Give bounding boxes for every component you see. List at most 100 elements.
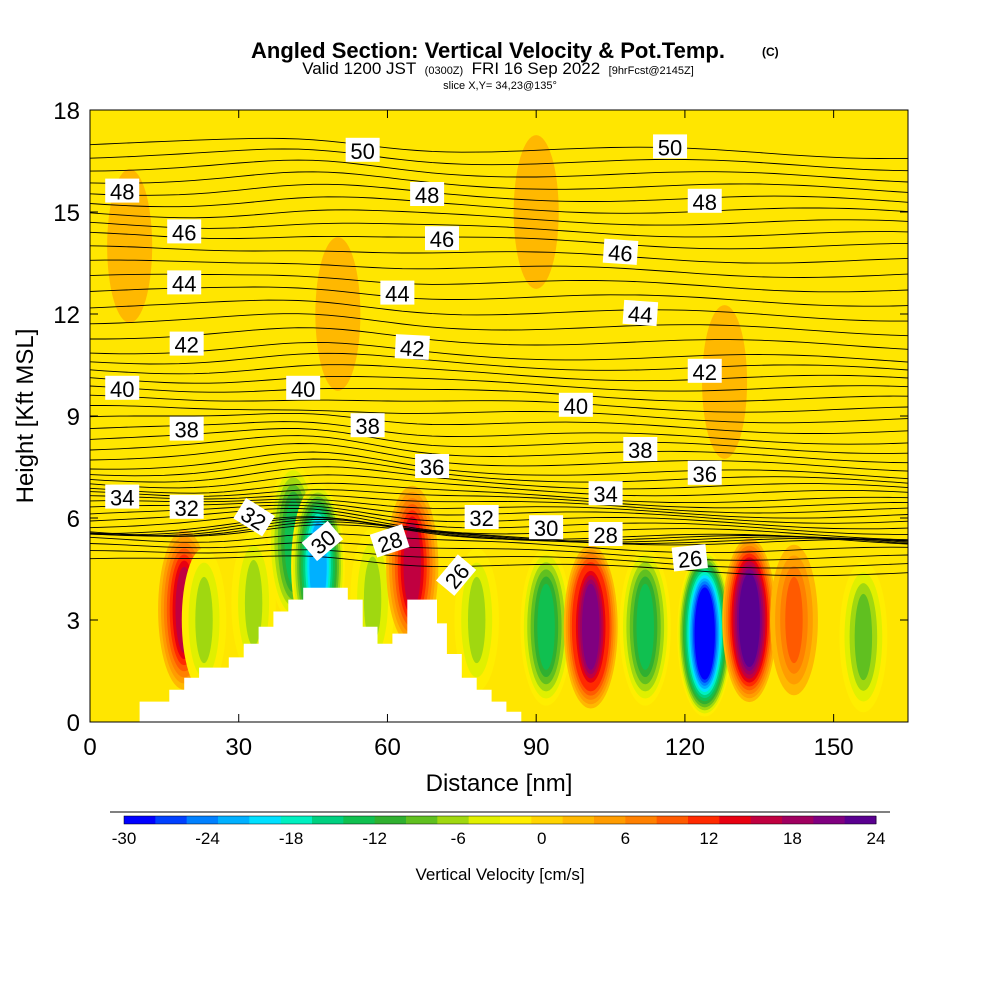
isentrope-line [90,286,908,307]
contour-label-box [464,505,499,529]
velocity-band [244,559,263,647]
y-axis-label: Height [Kft MSL] [12,329,39,504]
colorbar-tick-label: -30 [112,829,137,848]
isentrope-line [90,466,908,490]
isentrope-line [90,511,908,541]
colorbar-swatch [719,816,752,824]
y-tick-label: 6 [67,506,80,533]
contour-label-box [424,226,459,251]
contour-label-box [350,413,385,438]
contour-label: 34 [105,484,140,511]
contour-label: 40 [558,392,593,419]
y-tick-label: 3 [67,608,80,635]
isentrope-line [90,364,908,382]
colorbar-swatch [500,816,532,824]
colorbar-tick-label: -18 [279,829,304,848]
contour-label: 46 [602,238,639,267]
velocity-band [740,576,759,664]
colorbar-title: Vertical Velocity [cm/s] [415,865,584,884]
colorbar-swatch [124,816,156,824]
contour-label-box [167,270,202,295]
colorbar-tick-label: 6 [621,829,630,848]
contour-label-text: 32 [174,496,198,521]
velocity-cell [107,169,153,323]
velocity-cell [315,237,361,391]
isentrope-line [90,435,908,464]
contour-label-text: 38 [355,414,379,439]
velocity-band [636,583,654,670]
contour-label-box [653,134,688,159]
velocity-band [537,583,555,670]
velocity-band [363,556,382,643]
colorbar-swatch [844,816,877,824]
isentrope-line [90,508,908,535]
velocity-band [119,195,140,297]
contour-label-text: 32 [469,506,493,531]
y-tick-label: 9 [67,404,80,431]
contour-label: 30 [529,515,564,541]
vertical-velocity-field [107,135,888,717]
isentrope-line [90,524,908,546]
isentrope-line [90,533,908,554]
contour-label-box [622,299,659,327]
isentrope-line [90,498,908,519]
colorbar-tick-label: -24 [195,829,220,848]
colorbar: -30 -24 -18 -12 -6 0 6 12 18 24 [110,811,890,848]
contour-label: 36 [687,460,722,487]
isentrope-line [90,183,908,203]
isentrope-line [90,137,908,160]
contour-label-text: 38 [628,438,652,463]
contour-label-box [687,358,722,383]
isentrope-line [90,245,908,264]
contour-label-text: 48 [110,180,134,205]
isentrope-line [90,541,908,561]
contour-label: 42 [394,334,430,362]
isentrope-line [90,516,908,545]
contour-label-text: 46 [430,227,454,252]
velocity-cell [702,305,748,459]
contour-label: 38 [169,416,204,443]
velocity-cell [722,537,777,703]
isentrope-line [90,196,908,214]
contour-label-text: 36 [692,462,716,487]
contour-label-text: 48 [692,190,716,215]
isentrope-line [90,299,908,322]
contour-label: 34 [588,481,623,507]
contour-label-box [602,238,639,265]
x-tick-label: 0 [83,734,96,761]
isentrope-line [90,482,908,504]
velocity-band [195,576,213,664]
contour-label-box [623,437,658,461]
isentrope-line [90,504,908,530]
contour-label: 38 [350,413,385,439]
contour-label-box [410,182,445,206]
contour-label-text: 42 [692,360,716,385]
contour-label-text: 46 [172,220,196,245]
contour-label: 42 [687,358,722,385]
contour-label-text: 46 [607,240,633,267]
terrain-profile [90,587,537,722]
isentrope-line [90,412,908,434]
contour-label-box [169,494,204,519]
contour-label-box [169,331,204,356]
contour-label: 44 [167,270,202,296]
contour-label-box [394,334,430,360]
x-axis-label: Distance [nm] [426,770,573,797]
colorbar-tick-label: 24 [867,829,886,848]
x-axis: 0 30 60 90 120 150 [83,110,854,761]
isentrope-line [90,428,908,454]
contour-label: 50 [653,134,688,160]
contour-label-box [671,544,708,572]
colorbar-swatch [782,816,814,824]
contour-label-box [529,515,564,540]
contour-label-text: 30 [534,516,558,541]
contour-label-text: 44 [627,301,653,328]
y-tick-label: 15 [53,200,80,227]
contour-label-box [687,188,722,213]
chart-title: Angled Section: Vertical Velocity & Pot.… [251,38,725,63]
contour-label-text: 40 [291,377,315,402]
colorbar-swatch [312,816,344,824]
contour-label-text: 40 [110,377,134,402]
isentrope-line [90,451,908,480]
x-tick-label: 60 [374,734,401,761]
